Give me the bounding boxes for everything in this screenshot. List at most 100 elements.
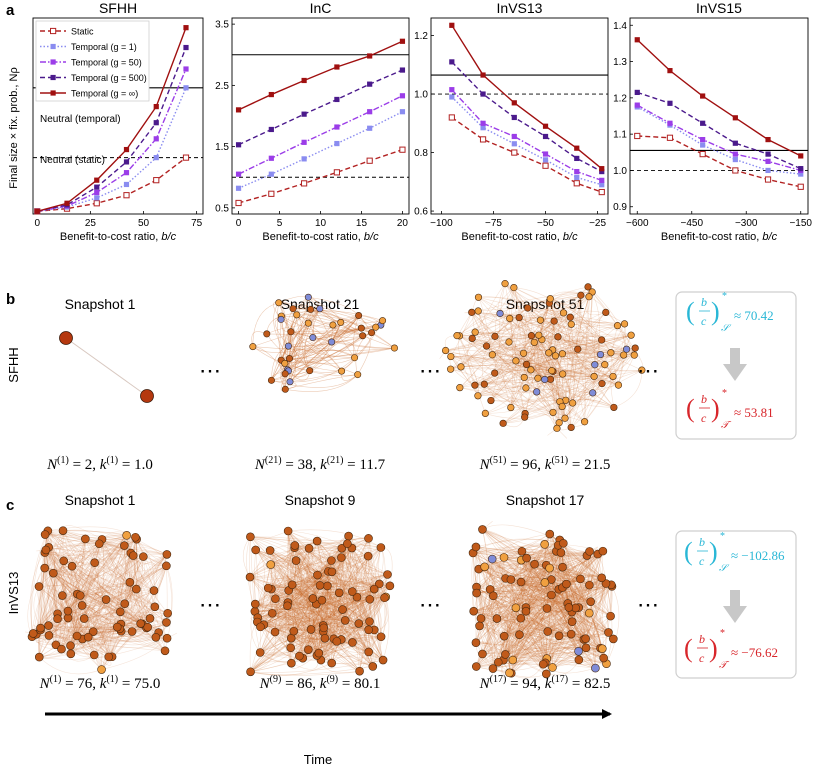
network-edge [130, 539, 143, 625]
plot-frame [629, 17, 809, 215]
network-edge [31, 636, 156, 643]
network-edge [278, 302, 291, 370]
network-edge [293, 574, 388, 632]
network-edge [296, 314, 362, 329]
network-edge [338, 592, 361, 672]
network-edge [478, 296, 572, 325]
network-edge [484, 296, 590, 385]
x-tick-label: −600 [626, 218, 649, 229]
network-edge [266, 333, 342, 372]
network-edge [260, 545, 296, 627]
network-edge [352, 591, 383, 637]
network-edge [141, 556, 144, 625]
network-edge [269, 550, 304, 659]
network-edge [544, 379, 572, 428]
network-edge [510, 376, 614, 408]
network-edge [260, 616, 359, 628]
network-edge [512, 551, 590, 661]
network-edge [348, 535, 387, 598]
network-edge [475, 642, 607, 665]
network-edge [287, 315, 359, 370]
network-edge [475, 546, 587, 556]
network-edge [249, 536, 261, 653]
network-invs13-snapshot-17 [468, 521, 620, 679]
network-edge [504, 583, 607, 637]
network-edge [302, 538, 369, 659]
network-node [604, 628, 613, 637]
network-edge [62, 565, 167, 597]
network-edge [288, 345, 355, 359]
network-edge [308, 599, 371, 650]
network-edge [515, 333, 632, 362]
network-edge [534, 342, 561, 423]
legend-marker [50, 59, 56, 65]
network-node [348, 638, 357, 647]
network-edge [509, 607, 569, 674]
data-point [64, 200, 70, 206]
y-axis-label: Final size × fix. prob., Nρ [8, 67, 20, 189]
network-node [527, 332, 536, 340]
network-node [606, 611, 615, 621]
data-point [334, 140, 340, 147]
network-node [267, 608, 277, 618]
network-edge [294, 545, 369, 653]
network-node [598, 546, 608, 556]
network-edge [85, 538, 167, 555]
network-edge [336, 597, 385, 642]
network-edge [320, 597, 385, 661]
network-node [515, 313, 523, 322]
network-edge [484, 566, 569, 608]
svg-text:(: ( [684, 537, 693, 566]
network-edge [351, 547, 387, 598]
network-edge [496, 555, 588, 619]
network-edge [290, 583, 380, 648]
network-edge [271, 374, 358, 388]
network-edge [510, 638, 586, 674]
network-node [58, 526, 68, 535]
network-edge [30, 530, 49, 637]
network-node [88, 627, 98, 636]
data-point [123, 181, 130, 188]
network-node [66, 649, 76, 659]
network-node [506, 314, 514, 323]
network-edge [503, 567, 550, 637]
network-edge [460, 294, 581, 368]
snapshot-title: Snapshot 9 [285, 492, 356, 508]
data-point [301, 77, 307, 84]
x-tick-label: 20 [397, 218, 409, 229]
network-edge [477, 310, 525, 418]
network-edge [270, 542, 342, 551]
data-point [732, 115, 738, 121]
network-edge [93, 631, 168, 646]
network-node [327, 567, 337, 577]
network-edge [327, 585, 369, 631]
network-edge [293, 540, 318, 632]
network-edge [142, 565, 167, 625]
network-node [143, 622, 152, 632]
network-edge [299, 548, 310, 657]
network-edge [116, 555, 134, 628]
data-point [667, 120, 673, 126]
network-edge [44, 534, 78, 595]
svg-text:≈ −76.62: ≈ −76.62 [731, 645, 778, 660]
network-edge [44, 568, 102, 670]
network-edge [492, 354, 595, 378]
network-edge [92, 554, 168, 632]
network-edge [511, 589, 560, 674]
network-edge [503, 579, 552, 661]
network-edge [498, 583, 607, 663]
network-node [584, 608, 594, 618]
network-node [28, 629, 38, 638]
network-node [599, 653, 608, 663]
down-arrow-icon [723, 348, 747, 381]
network-edge [562, 353, 619, 386]
network-edge [519, 634, 604, 659]
network-edge [486, 345, 601, 355]
network-node [558, 402, 566, 411]
network-edge [459, 302, 550, 388]
network-edge [541, 339, 595, 377]
network-edge [481, 336, 496, 385]
data-point [700, 142, 706, 148]
network-edge [496, 618, 586, 639]
series-line [37, 157, 187, 213]
